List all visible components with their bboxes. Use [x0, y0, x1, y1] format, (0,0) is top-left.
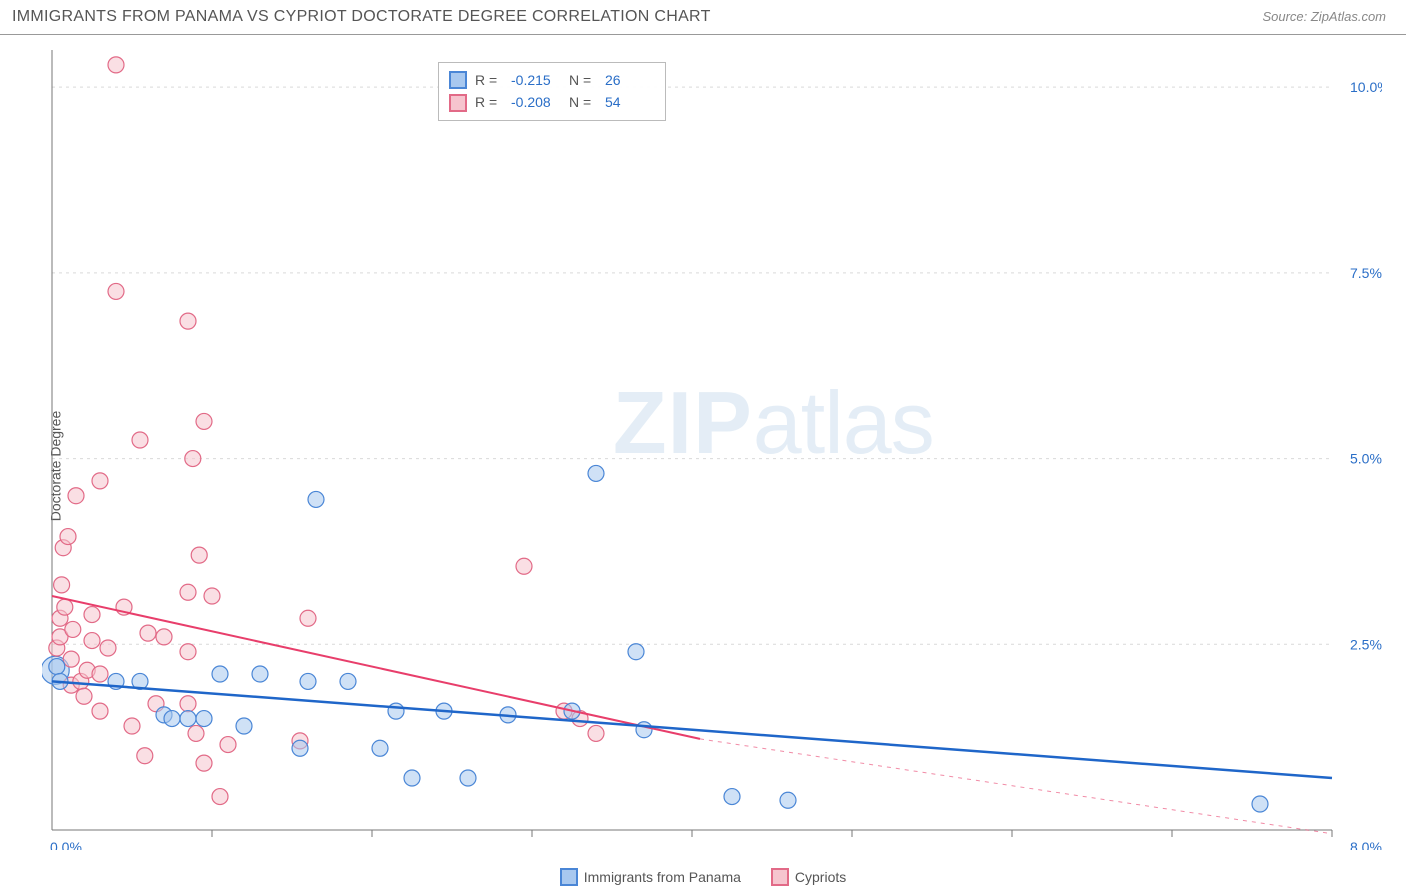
source-attribution: Source: ZipAtlas.com [1262, 9, 1386, 24]
svg-text:0.0%: 0.0% [50, 839, 82, 850]
svg-text:10.0%: 10.0% [1350, 79, 1382, 95]
legend-item-blue: Immigrants from Panama [560, 868, 741, 886]
legend-row-pink: R = -0.208 N = 54 [449, 91, 655, 113]
legend-stats-box: R = -0.215 N = 26 R = -0.208 N = 54 [438, 62, 666, 121]
legend-swatch-blue-icon [560, 868, 578, 886]
n-value-blue: 26 [605, 69, 655, 91]
svg-text:7.5%: 7.5% [1350, 265, 1382, 281]
scatter-plot: 2.5% 5.0% 7.5% 10.0% 0.0% 8.0% [42, 40, 1382, 850]
n-value-pink: 54 [605, 91, 655, 113]
legend-item-pink: Cypriots [771, 868, 846, 886]
svg-text:2.5%: 2.5% [1350, 636, 1382, 652]
legend-swatch-pink-icon [449, 94, 467, 112]
r-value-blue: -0.215 [511, 69, 561, 91]
r-value-pink: -0.208 [511, 91, 561, 113]
legend-row-blue: R = -0.215 N = 26 [449, 69, 655, 91]
page-title: IMMIGRANTS FROM PANAMA VS CYPRIOT DOCTOR… [12, 8, 711, 26]
header-row: IMMIGRANTS FROM PANAMA VS CYPRIOT DOCTOR… [0, 0, 1406, 35]
legend-swatch-pink-icon [771, 868, 789, 886]
chart-container: Doctorate Degree ZIPatlas R = -0.215 N =… [0, 40, 1406, 892]
legend-label-pink: Cypriots [795, 869, 846, 885]
svg-text:5.0%: 5.0% [1350, 451, 1382, 467]
legend-swatch-blue-icon [449, 71, 467, 89]
legend-bottom: Immigrants from Panama Cypriots [0, 868, 1406, 886]
svg-text:8.0%: 8.0% [1350, 839, 1382, 850]
legend-label-blue: Immigrants from Panama [584, 869, 741, 885]
